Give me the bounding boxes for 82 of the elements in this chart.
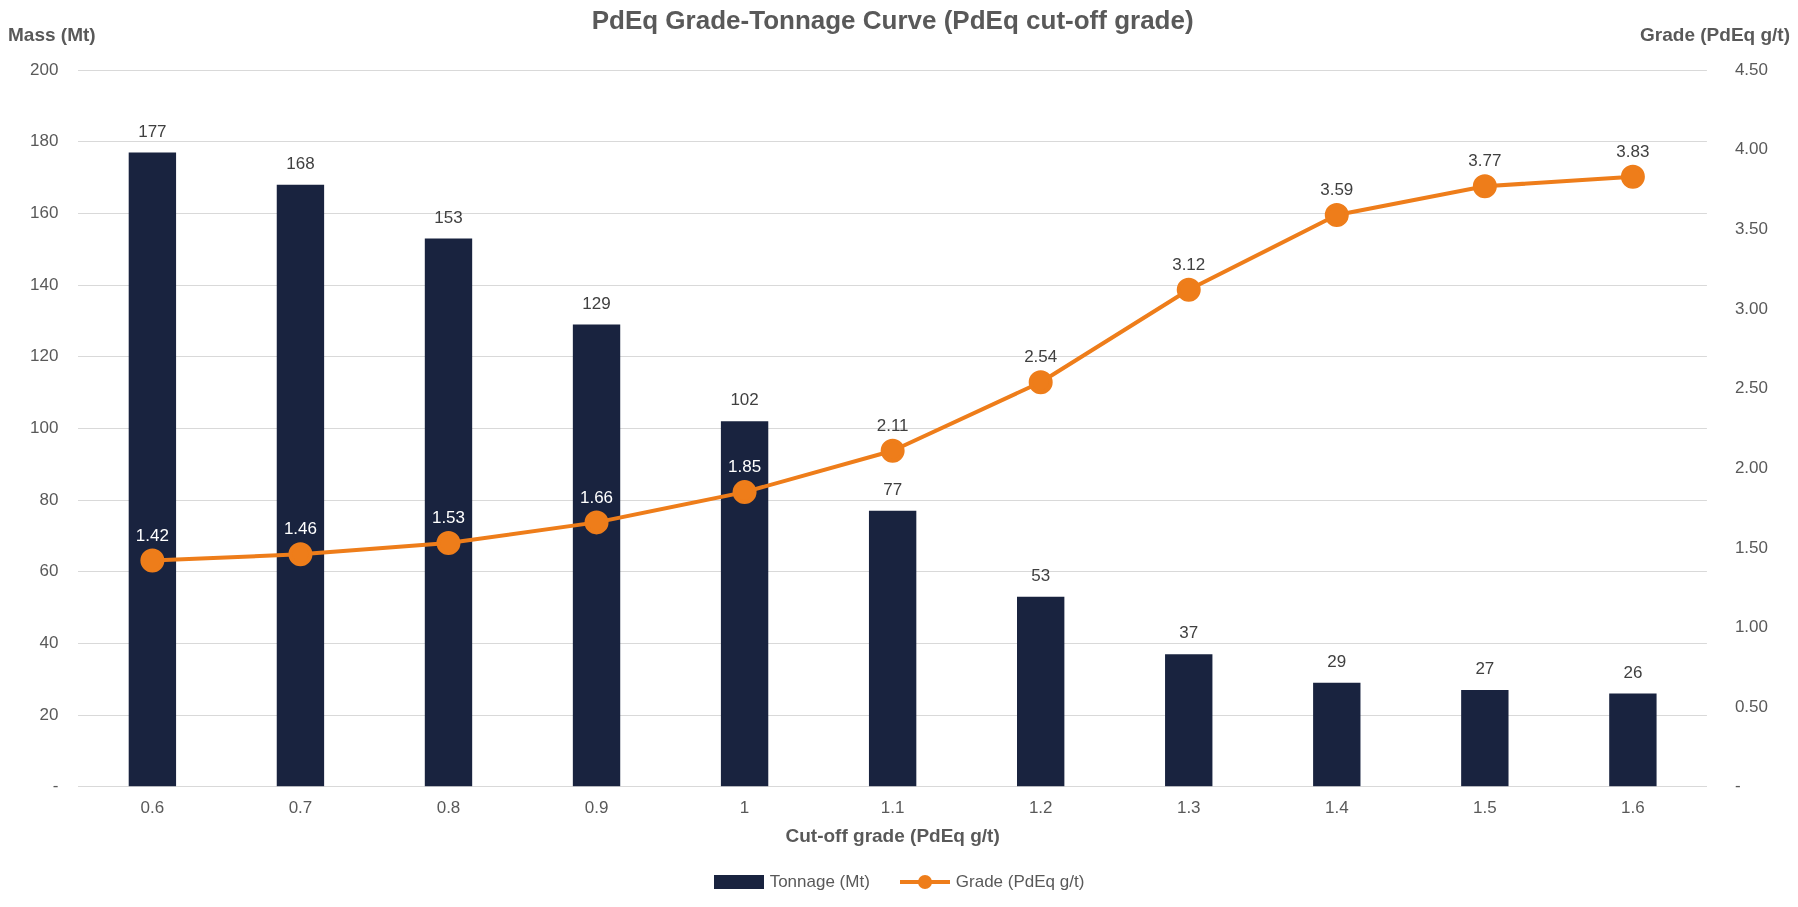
y2-tick-label: 2.00 bbox=[1734, 457, 1769, 477]
y-axis-title: Mass (Mt) bbox=[8, 24, 96, 46]
y2-tick-label: 1.50 bbox=[1734, 537, 1769, 557]
bar bbox=[276, 184, 325, 787]
point bbox=[880, 438, 905, 463]
y-tick-label: 140 bbox=[29, 274, 59, 294]
point bbox=[1620, 164, 1645, 189]
y-tick-label: 40 bbox=[39, 633, 59, 653]
data-label: 27 bbox=[1475, 659, 1495, 679]
bar bbox=[424, 238, 473, 787]
data-label: 77 bbox=[883, 480, 903, 500]
y2-tick-label: 3.00 bbox=[1734, 298, 1769, 318]
x-tick-label: 0.6 bbox=[140, 797, 165, 817]
x-tick-label: 0.7 bbox=[288, 797, 313, 817]
y2-tick-label: 4.50 bbox=[1734, 59, 1769, 79]
y2-tick-label: 1.00 bbox=[1734, 617, 1769, 637]
data-label: 3.77 bbox=[1468, 151, 1502, 171]
x-tick-label: 1.6 bbox=[1621, 797, 1645, 817]
data-label: 1.53 bbox=[431, 508, 466, 528]
y-tick-label: 160 bbox=[29, 203, 59, 223]
bar bbox=[572, 324, 621, 787]
x-tick-label: 1 bbox=[739, 797, 750, 817]
x-tick-label: 1.5 bbox=[1473, 797, 1497, 817]
point bbox=[436, 531, 461, 556]
x-tick-label: 1.4 bbox=[1324, 797, 1349, 817]
x-tick-label: 1.3 bbox=[1176, 797, 1201, 817]
data-label: 1.66 bbox=[579, 487, 614, 507]
bar bbox=[1017, 596, 1065, 787]
x-axis-title: Cut-off grade (PdEq g/t) bbox=[785, 824, 1000, 846]
bar bbox=[868, 510, 917, 787]
bar bbox=[1461, 690, 1509, 787]
legend-label: Tonnage (Mt) bbox=[769, 872, 870, 892]
y-tick-label: 20 bbox=[39, 704, 59, 724]
point bbox=[732, 480, 757, 505]
data-label: 168 bbox=[286, 153, 315, 173]
y-tick-label: 60 bbox=[39, 561, 59, 581]
x-tick-label: 0.9 bbox=[584, 797, 609, 817]
bar bbox=[1313, 682, 1361, 787]
data-label: 129 bbox=[582, 293, 611, 313]
x-tick-label: 1.1 bbox=[880, 797, 905, 817]
y2-tick-label: 2.50 bbox=[1734, 378, 1769, 398]
data-label: 177 bbox=[138, 121, 167, 141]
y-tick-label: 200 bbox=[29, 59, 59, 79]
data-label: 3.12 bbox=[1172, 255, 1206, 275]
data-label: 1.42 bbox=[135, 525, 169, 545]
data-label: 1.46 bbox=[283, 519, 317, 539]
data-label: 26 bbox=[1623, 662, 1643, 682]
data-label: 2.11 bbox=[876, 415, 909, 435]
bar bbox=[720, 421, 769, 787]
y-tick-label: 120 bbox=[29, 346, 59, 366]
data-label: 102 bbox=[730, 390, 759, 410]
bar bbox=[128, 152, 177, 787]
point bbox=[288, 542, 313, 567]
point bbox=[1176, 277, 1201, 302]
legend-label: Grade (PdEq g/t) bbox=[955, 872, 1085, 892]
y2-tick-label: 0.50 bbox=[1734, 696, 1769, 716]
point bbox=[140, 548, 165, 573]
data-label: 153 bbox=[434, 207, 463, 227]
data-label: 3.59 bbox=[1320, 180, 1354, 200]
data-label: 2.54 bbox=[1024, 347, 1058, 367]
data-label: 1.85 bbox=[728, 457, 762, 477]
y2-tick-label: 3.50 bbox=[1734, 218, 1769, 238]
y-tick-label: - bbox=[52, 776, 59, 796]
chart-title: PdEq Grade-Tonnage Curve (PdEq cut-off grade) bbox=[591, 5, 1194, 36]
x-tick-label: 1.2 bbox=[1028, 797, 1053, 817]
x-tick-label: 0.8 bbox=[436, 797, 461, 817]
point bbox=[1324, 202, 1349, 227]
y2-tick-label: 4.00 bbox=[1734, 139, 1769, 159]
data-label: 3.83 bbox=[1616, 141, 1650, 161]
y2-axis-title: Grade (PdEq g/t) bbox=[1640, 24, 1790, 46]
data-label: 29 bbox=[1327, 652, 1347, 672]
bar bbox=[1609, 693, 1657, 787]
y-tick-label: 80 bbox=[39, 489, 59, 509]
y2-tick-label: - bbox=[1734, 776, 1741, 796]
data-label: 37 bbox=[1179, 623, 1199, 643]
point bbox=[1472, 174, 1497, 199]
bar bbox=[1165, 654, 1213, 787]
point bbox=[584, 510, 609, 535]
point bbox=[1028, 370, 1053, 395]
y-tick-label: 180 bbox=[29, 131, 59, 151]
data-label: 53 bbox=[1031, 566, 1051, 586]
y-tick-label: 100 bbox=[29, 418, 59, 438]
